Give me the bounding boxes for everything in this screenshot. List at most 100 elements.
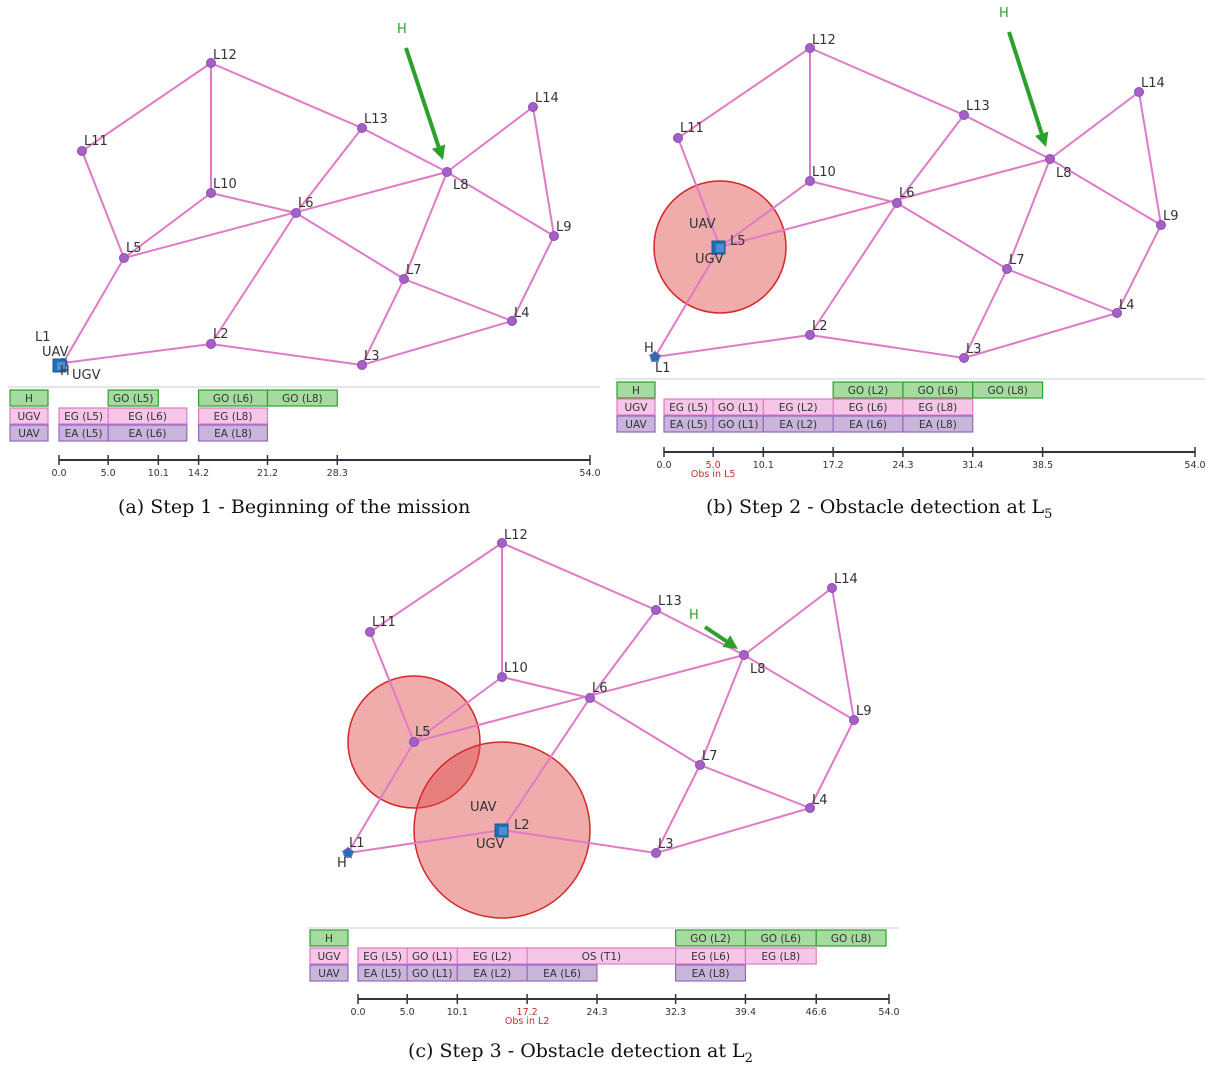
node-label-L7: L7 [1009,253,1025,268]
task-bar [526,964,598,982]
edge-L1-L2 [654,334,811,358]
node-label-L10: L10 [213,177,237,192]
edge-L8-L13 [361,127,448,173]
edge-L5-L8 [413,654,745,743]
node-L14 [1134,87,1144,97]
node-L8 [739,650,749,660]
lane-label-box-h [9,389,49,407]
node-label-L12: L12 [504,528,528,543]
node-label-L9: L9 [556,220,572,235]
task-bar [107,424,188,442]
node-L3 [357,360,367,370]
graph-nodes: L1 L2 L3 L4 L5 L6 L7 L8 L9 L10 L11 L12 L13 L14 [35,48,572,370]
node-label-L10: L10 [504,661,528,676]
agent-label-ugv: UGV [72,368,101,383]
task-label: EG (L6) [849,402,888,414]
lane-label-uav: UAV [318,968,340,980]
task-label: EG (L5) [363,951,402,963]
task-label: GO (L1) [718,419,758,431]
node-label-L6: L6 [592,681,608,696]
node-label-L2: L2 [213,327,229,342]
human-label: H [999,6,1009,21]
edge-L10-L5 [719,180,811,248]
node-label-L14: L14 [535,91,559,106]
gantt-chart: H UGV UAV GO (L2) GO (L6) GO (L8) EG (L5) GO (L… [615,378,1206,480]
task-label: GO (L2) [690,933,730,945]
caption-step-3: (c) Step 3 - Obstacle detection at L2 [408,1040,753,1066]
tick-label: 31.4 [962,460,983,471]
node-label-L8: L8 [453,178,469,193]
task-label: EA (L2) [473,968,511,980]
agent-label-h: H [60,364,70,379]
edge-L7-L4 [403,278,513,322]
tick-label: 38.5 [1032,460,1053,471]
node-L7 [399,274,409,284]
task-bar [107,389,159,407]
edge-L10-L5 [413,676,503,743]
node-label-L14: L14 [1141,76,1165,91]
node-L7 [695,760,705,770]
obstacle-marker-label: Obs in L5 [691,469,736,480]
task-label: EG (L5) [669,402,708,414]
caption-main: (c) Step 3 - Obstacle detection at L [408,1040,745,1062]
node-L12 [497,538,507,548]
tick-label: 0.0 [656,460,671,471]
node-L12 [206,58,216,68]
arrow-shaft [404,47,441,148]
node-label-L7: L7 [406,263,422,278]
tick-label: 5.0 [101,468,116,479]
lane-label-ugv: UGV [317,951,341,963]
task-label: GO (L2) [848,385,888,397]
edge-L8-L13 [655,609,745,656]
task-label: EA (L2) [779,419,817,431]
task-label: EG (L8) [761,951,800,963]
node-label-L8: L8 [1056,166,1072,181]
tick-label: 54.0 [1184,460,1205,471]
task-label: GO (L5) [113,393,153,405]
task-label: GO (L6) [918,385,958,397]
edge-L1-L2 [62,343,212,364]
human-arrow: H [689,608,738,649]
node-label-L13: L13 [364,112,388,127]
task-bar [198,424,269,442]
edge-L13-L6 [896,114,965,204]
edge-L2-L3 [501,829,657,854]
edge-L6-L2 [210,212,297,345]
edge-L12-L11 [81,62,212,152]
uav-square-icon [499,827,507,835]
graph-edges [347,542,855,854]
tick-label: 5.0 [400,1007,415,1018]
task-label: EA (L6) [543,968,581,980]
node-L10 [805,176,815,186]
node-label-L3: L3 [658,837,674,852]
tick-label: 10.1 [753,460,774,471]
node-label-L4: L4 [514,306,530,321]
task-label: EG (L5) [64,411,103,423]
node-L3 [651,848,661,858]
node-label-L7: L7 [702,749,718,764]
edge-L4-L9 [1116,224,1162,314]
tick-label: 39.4 [735,1007,756,1018]
lane-label-box-uav [309,964,349,982]
edge-L14-L8 [743,587,833,656]
tick-label: 46.6 [806,1007,827,1018]
lane-label-box-ugv [616,398,656,416]
caption-main: (a) Step 1 - Beginning of the mission [118,496,470,518]
task-label: EG (L8) [918,402,957,414]
caption-step-2: (b) Step 2 - Obstacle detection at L5 [706,496,1052,522]
node-label-L5: L5 [730,234,746,249]
node-label-L4: L4 [812,793,828,808]
edge-L12-L11 [677,47,811,139]
node-label-L8: L8 [750,662,766,677]
panel-step-2: L1L2L3L4L5L6L7L8L9L10L11L12L13L14UAVUGVH… [615,6,1206,480]
graph-nodes: L1 L2 L3 L4 L5 L6 L7 L8 L9 L10 L11 L12 L13 L14 [650,33,1179,376]
tick-label: 28.3 [327,468,348,479]
node-label-L6: L6 [899,186,915,201]
tick-label: 32.3 [665,1007,686,1018]
agents: UAV UGV H [337,800,509,871]
node-L9 [1156,220,1166,230]
task-bar [675,964,747,982]
task-bar [902,415,974,433]
task-label: EA (L6) [849,419,887,431]
node-L2 [206,339,216,349]
